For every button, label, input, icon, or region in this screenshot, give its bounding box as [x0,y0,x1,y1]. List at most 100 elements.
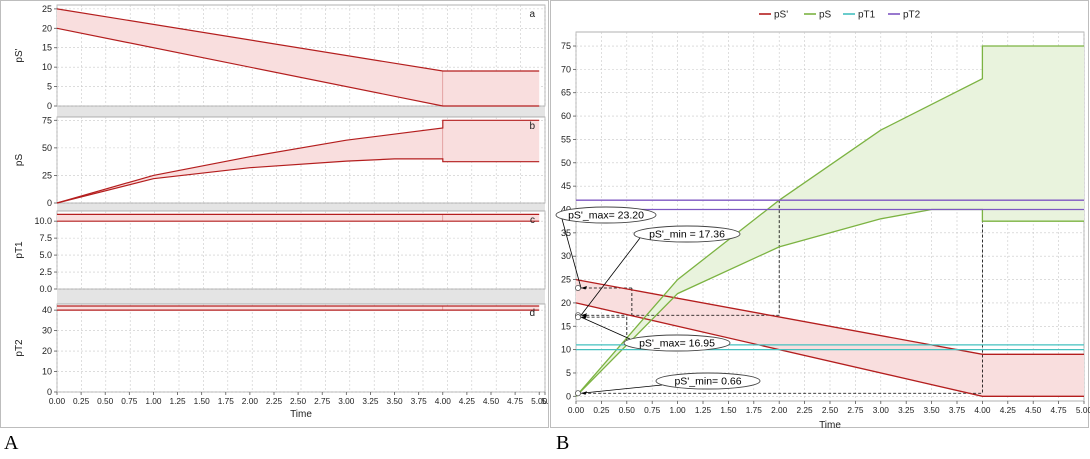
x-tick-label: 4.00 [435,396,452,406]
y-tick-label: 5.0 [39,250,52,260]
x-tick-label: 4.75 [1051,405,1068,415]
y-tick-label: 0 [47,387,52,397]
y-tick-label: 60 [561,111,571,121]
annotation-bubble [633,225,741,243]
legend-label: pT1 [858,10,876,21]
x-tick-label: 1.25 [169,396,186,406]
y-tick-label: 50 [561,158,571,168]
annotation-marker [574,284,581,291]
x-tick-label: 4.75 [507,396,524,406]
annotation-bubble [623,334,731,352]
y-tick-label: 45 [561,181,571,191]
x-tick-label: 4.00 [974,405,991,415]
panel-a-border [0,0,549,428]
band-fill-pS' [576,279,1084,397]
x-tick-label: 1.75 [746,405,763,415]
subplot-tag-b: b [529,121,535,132]
y-tick-label: 10.0 [34,216,52,226]
x-tick-label: 1.00 [145,396,162,406]
y-tick-label: 0 [47,101,52,111]
x-tick-label: 2.75 [847,405,864,415]
legend-label: pS [819,10,832,21]
x-tick-label: 0.00 [49,396,66,406]
band-fill-pS [576,46,1084,397]
x-tick-label: 3.75 [411,396,428,406]
y-tick-label: 10 [561,345,571,355]
panel-b-chart: pS'pSpT1pT205101520253035404550556065707… [550,0,1090,430]
y-tick-label: 0.0 [39,284,52,294]
legend-label: pT2 [903,10,921,21]
legend-label: pS' [774,10,788,21]
x-tick-label: 1.50 [720,405,737,415]
annotation-1: pS'_max= 23.20 [555,206,657,291]
y-tick-label: 15 [42,43,52,53]
y-axis-label-a: pS' [14,48,25,62]
x-tick-label: 3.75 [949,405,966,415]
annotation-text: pS'_max= 16.95 [639,338,715,350]
x-tick-label: 2.00 [242,396,259,406]
subplot-plot-area [56,210,546,290]
annotation-2: pS'_min = 17.36 [574,225,741,319]
y-tick-label: 25 [42,170,52,180]
subplot-gap [57,203,545,211]
y-tick-label: 25 [42,4,52,14]
x-tick-label: 3.00 [338,396,355,406]
subplot-gap [57,106,545,117]
annotation-arrowhead [581,315,587,319]
x-tick-label: 0.25 [73,396,90,406]
x-tick-label: 1.25 [695,405,712,415]
x-tick-label: 2.25 [266,396,283,406]
annotation-arrowhead [581,285,587,290]
annotation-text: pS'_min = 17.36 [649,229,725,241]
y-tick-label: 20 [42,346,52,356]
y-tick-label: 10 [42,367,52,377]
y-tick-label: 50 [42,143,52,153]
x-tick-label: 0.50 [619,405,636,415]
x-tick-label: 1.00 [670,405,687,415]
annotation-3: pS'_max= 16.95 [574,314,731,352]
series-lower-pS' [575,302,1084,397]
band-fill-d [57,306,540,311]
y-tick-label: 30 [561,251,571,261]
x-tick-label: 5. [542,396,549,406]
subplot-d: 0 10 20 30 40 pT2 d [14,303,546,397]
x-tick-label: 2.75 [314,396,331,406]
annotation-marker [574,390,581,397]
y-tick-label: 30 [42,326,52,336]
subplot-a: 0 5 10 15 20 25 pS' a [14,4,546,117]
x-tick-label: 1.50 [194,396,211,406]
series-upper-a [56,8,540,72]
subplot-gap [57,289,545,304]
annotation-arrowhead [581,391,587,395]
x-tick-label: 0.25 [593,405,610,415]
subplot-tag-d: d [529,308,535,319]
x-tick-label: 0.75 [121,396,138,406]
x-axis-label: Time [290,409,312,420]
band-fill-c [57,214,540,222]
x-tick-label: 5.00 [1076,405,1090,415]
guide-line-4 [576,209,983,394]
y-tick-label: 70 [561,64,571,74]
annotation-bubble [555,206,657,224]
panel-label-b: B [556,432,570,454]
x-tick-label: 2.25 [797,405,814,415]
panel-label-a: A [4,432,19,454]
annotation-marker [574,314,581,321]
y-tick-label: 55 [561,134,571,144]
band-fill-a [57,8,540,106]
annotation-text: pS'_max= 23.20 [568,210,644,222]
subplot-tag-a: a [529,9,535,20]
annotation-pointer [580,237,641,316]
annotation-4: pS'_min= 0.66 [574,372,761,397]
series-upper-pS [575,45,1084,397]
x-tick-label: 3.25 [898,405,915,415]
x-tick-label: 4.25 [459,396,476,406]
x-tick-label: 4.50 [483,396,500,406]
x-tick-label: 4.50 [1025,405,1042,415]
y-tick-label: 5 [47,82,52,92]
series-lower-pS [575,208,1084,397]
y-tick-label: 20 [561,298,571,308]
x-tick-label: 1.75 [218,396,235,406]
x-tick-label: 3.50 [924,405,941,415]
x-tick-label: 0.50 [97,396,114,406]
